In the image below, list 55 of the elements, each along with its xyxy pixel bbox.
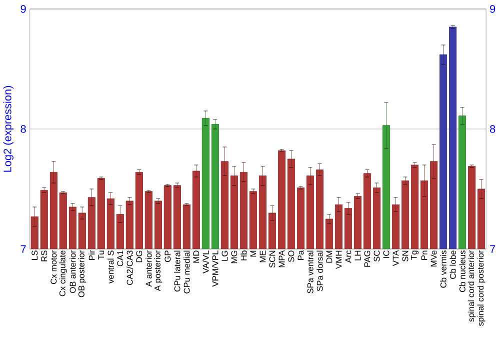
x-tick-label: Pir <box>88 250 95 260</box>
x-tick-label: M <box>250 251 256 257</box>
x-tick-label: LG <box>222 251 228 261</box>
y2-tick-label: 8 <box>490 125 496 134</box>
x-tick-label: MG <box>231 251 238 264</box>
x-tick-label: SPa dorsal <box>316 250 323 292</box>
x-tick-label: Cx cingulate <box>59 250 68 296</box>
x-tick-label: A posterior <box>154 250 162 292</box>
x-tick-label: OB posterior <box>78 250 86 298</box>
x-tick-label: SO <box>288 250 294 262</box>
x-tick-label: CPu medial <box>184 250 190 294</box>
y2-tick-label: 7 <box>490 245 496 253</box>
x-tick-label: VPM/VPL <box>212 250 218 287</box>
x-tick-label: Pn <box>421 250 428 260</box>
x-tick-label: MD <box>193 250 200 263</box>
x-tick-label: A anterior <box>146 250 152 287</box>
x-tick-label: PAG <box>364 251 370 267</box>
x-tick-label: SPa ventral <box>307 250 314 294</box>
x-tick-label: Tu <box>98 250 104 260</box>
x-tick-label: ventral S <box>108 250 114 284</box>
x-tick-label: spinal cord anterior <box>468 250 476 322</box>
x-tick-label: DM <box>326 251 332 263</box>
y-tick-label: 8 <box>20 125 26 134</box>
x-tick-label: Pa <box>298 250 304 260</box>
x-tick-label: MPA <box>278 250 285 268</box>
x-tick-label: GP <box>164 250 171 262</box>
x-tick-label: Cb vermis <box>440 250 446 288</box>
y-axis-title: Log2 (expression) <box>3 86 14 172</box>
y-tick-label: 7 <box>20 245 26 253</box>
x-tick-label: VMH <box>336 251 342 270</box>
x-tick-label: IC <box>383 250 390 258</box>
y2-tick-label: 9 <box>490 5 496 14</box>
x-tick-label: LH <box>354 251 361 260</box>
x-tick-label: MVe <box>430 250 437 267</box>
x-tick-label: VTA <box>392 250 399 266</box>
x-tick-label: Tg <box>410 250 419 260</box>
x-tick-label: SN <box>402 251 408 262</box>
x-tick-label: LS <box>32 250 38 260</box>
x-tick-label: Hb <box>240 250 247 260</box>
x-tick-label: Cb lobe <box>450 250 456 280</box>
x-tick-label: VA/VL <box>202 250 209 274</box>
x-tick-label: CA1 <box>117 250 124 266</box>
x-tick-label: Cx motor <box>50 250 57 284</box>
x-tick-label: DG <box>136 251 142 262</box>
x-tick-label: Arc <box>345 250 352 264</box>
x-tick-label: ME <box>260 250 266 262</box>
x-tick-label: spinal cord posterior <box>477 250 486 326</box>
x-tick-label: OB anterior <box>70 250 76 294</box>
y-tick-label: 9 <box>20 5 26 14</box>
x-tick-label: SCN <box>269 251 276 268</box>
x-tick-label: SC <box>374 250 380 262</box>
x-tick-label: CA2/CA3 <box>126 250 133 286</box>
x-tick-label: RS <box>41 250 48 262</box>
x-tick-label: Cb nucleus <box>459 250 466 292</box>
x-tick-label: CPu lateral <box>174 250 180 292</box>
